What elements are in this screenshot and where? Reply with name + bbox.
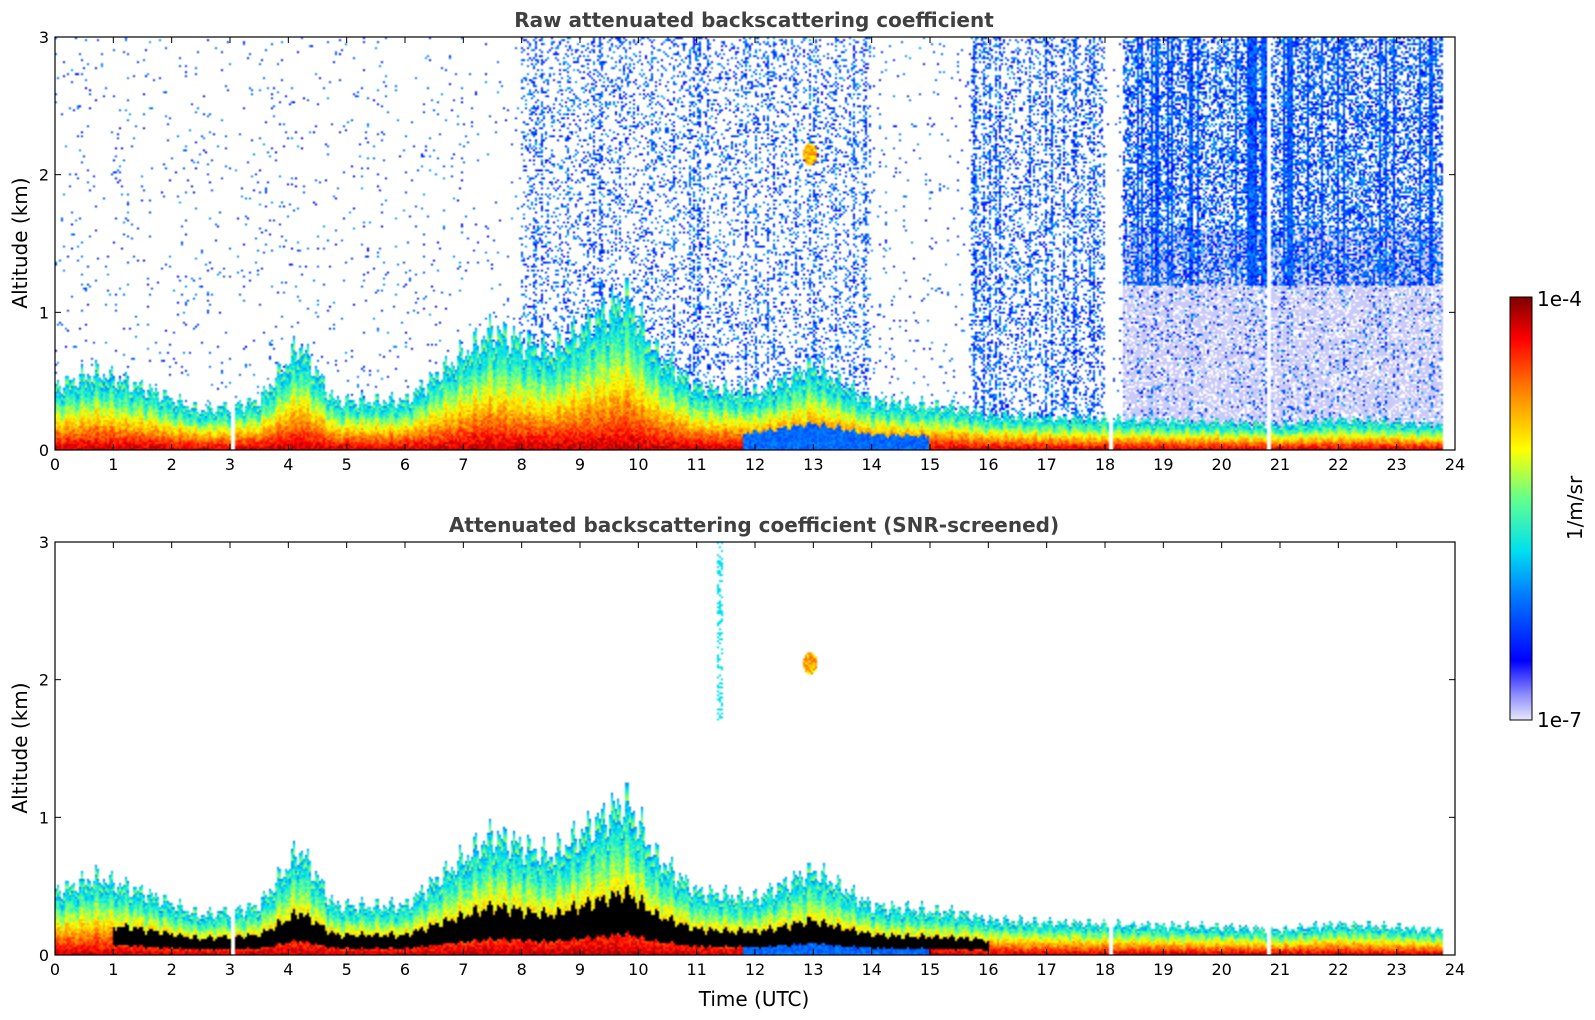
x-tick-label: 21 [1270, 960, 1290, 979]
x-tick-label: 23 [1386, 960, 1406, 979]
x-tick-label: 24 [1445, 960, 1465, 979]
x-tick-label: 12 [745, 960, 765, 979]
y-tick-label: 2 [39, 166, 49, 185]
x-tick-label: 19 [1153, 960, 1173, 979]
x-tick-label: 11 [686, 960, 706, 979]
y-tick-label: 2 [39, 671, 49, 690]
colorbar-gradient [1509, 296, 1533, 721]
colorbar-unit-label: 1/m/sr [1563, 475, 1587, 540]
x-tick-label: 13 [803, 455, 823, 474]
x-tick-label: 20 [1211, 960, 1231, 979]
x-tick-label: 1 [108, 455, 118, 474]
panel-screened: Attenuated backscattering coefficient (S… [8, 513, 1465, 1011]
colorbar: 1e-4 1e-7 1/m/sr [1509, 287, 1587, 732]
x-tick-label: 2 [167, 960, 177, 979]
x-tick-label: 14 [861, 960, 881, 979]
x-tick-label: 11 [686, 455, 706, 474]
y-tick-label: 0 [39, 946, 49, 965]
x-tick-label: 1 [108, 960, 118, 979]
colorbar-max-label: 1e-4 [1537, 287, 1582, 311]
x-tick-label: 6 [400, 960, 410, 979]
x-tick-label: 4 [283, 960, 293, 979]
panel-screened-xlabel: Time (UTC) [698, 987, 810, 1011]
panel-raw-ticks: 0 1 2 3 4 5 6 7 8 9 10 11 12 13 14 15 16 17 18 19 20 21 22 23 24… [39, 28, 1465, 474]
x-tick-label: 16 [978, 960, 998, 979]
x-tick-label: 3 [225, 455, 235, 474]
x-tick-label: 8 [517, 960, 527, 979]
x-tick-label: 2 [167, 455, 177, 474]
panel-raw-title: Raw attenuated backscattering coefficien… [514, 8, 994, 32]
y-tick-label: 0 [39, 441, 49, 460]
x-tick-label: 8 [517, 455, 527, 474]
x-tick-label: 9 [575, 960, 585, 979]
x-tick-label: 15 [920, 455, 940, 474]
x-tick-label: 17 [1036, 455, 1056, 474]
colorbar-min-label: 1e-7 [1537, 708, 1582, 732]
x-tick-label: 15 [920, 960, 940, 979]
x-tick-label: 13 [803, 960, 823, 979]
x-tick-label: 18 [1095, 960, 1115, 979]
x-tick-label: 17 [1036, 960, 1056, 979]
x-tick-label: 21 [1270, 455, 1290, 474]
x-tick-label: 23 [1386, 455, 1406, 474]
panel-screened-heatmap [55, 542, 1455, 955]
x-tick-label: 12 [745, 455, 765, 474]
panel-raw: Raw attenuated backscattering coefficien… [8, 8, 1465, 474]
x-tick-label: 5 [342, 960, 352, 979]
x-tick-label: 20 [1211, 455, 1231, 474]
x-tick-label: 7 [458, 455, 468, 474]
panel-screened-ylabel: Altitude (km) [8, 682, 32, 813]
panel-raw-ylabel: Altitude (km) [8, 177, 32, 308]
x-tick-label: 22 [1328, 455, 1348, 474]
y-tick-label: 3 [39, 28, 49, 47]
x-tick-label: 3 [225, 960, 235, 979]
y-tick-label: 3 [39, 533, 49, 552]
panel-raw-heatmap [55, 37, 1455, 450]
x-tick-label: 6 [400, 455, 410, 474]
x-tick-label: 24 [1445, 455, 1465, 474]
y-tick-label: 1 [39, 808, 49, 827]
x-tick-label: 9 [575, 455, 585, 474]
x-tick-label: 4 [283, 455, 293, 474]
x-tick-label: 0 [50, 960, 60, 979]
x-tick-label: 5 [342, 455, 352, 474]
x-tick-label: 14 [861, 455, 881, 474]
x-tick-label: 22 [1328, 960, 1348, 979]
x-tick-label: 19 [1153, 455, 1173, 474]
x-tick-label: 7 [458, 960, 468, 979]
x-tick-label: 0 [50, 455, 60, 474]
x-tick-label: 10 [628, 960, 648, 979]
panel-screened-ticks: 0 1 2 3 4 5 6 7 8 9 10 11 12 13 14 15 16 17 18 19 20 21 22 23 24… [39, 533, 1465, 979]
x-tick-label: 10 [628, 455, 648, 474]
y-tick-label: 1 [39, 303, 49, 322]
x-tick-label: 18 [1095, 455, 1115, 474]
panel-screened-title: Attenuated backscattering coefficient (S… [449, 513, 1059, 537]
x-tick-label: 16 [978, 455, 998, 474]
